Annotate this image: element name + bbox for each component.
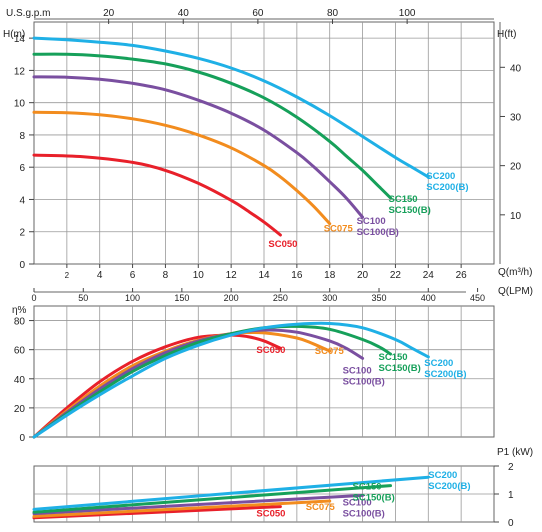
y-tick-label: 8 xyxy=(19,131,25,142)
curve-label-sc150: SC150(B) xyxy=(353,493,395,504)
curve-label-sc150: SC150(B) xyxy=(389,205,431,216)
x-tick-label: 4 xyxy=(97,270,103,281)
lpm-tick-label: 400 xyxy=(421,293,436,303)
lpm-tick-label: 350 xyxy=(371,293,386,303)
curve-label-sc200: SC200(B) xyxy=(426,182,468,193)
curve-label-sc100: SC100(B) xyxy=(343,508,385,519)
curve-label-sc075: SC075 xyxy=(315,346,345,357)
x-tick-label: 6 xyxy=(130,270,136,281)
curve-sc100 xyxy=(32,493,365,516)
x-tick-label: 26 xyxy=(456,270,468,281)
curve-label-sc100: SC100(B) xyxy=(343,376,385,387)
y-tick-label: 2 xyxy=(19,228,25,239)
y-tick-label: 40 xyxy=(14,375,26,386)
curve-label-sc200: SC200 xyxy=(428,470,457,481)
top-axis-tick-label: 40 xyxy=(178,8,190,19)
curve-sc075 xyxy=(32,499,332,518)
y-tick-label: 20 xyxy=(14,404,26,415)
curve-label-sc050: SC050 xyxy=(256,509,285,520)
curve-label-sc100: SC100 xyxy=(343,497,372,508)
x-tick-label: 14 xyxy=(258,270,270,281)
curve-label-sc075: SC075 xyxy=(324,224,354,235)
x-axis-label-lpm: Q(LPM) xyxy=(498,286,533,297)
curve-sc050 xyxy=(32,505,282,520)
y-axis-label: H(m) xyxy=(3,29,25,40)
y-tick-label: 14 xyxy=(14,34,26,45)
y-axis-label: η% xyxy=(12,305,27,316)
x-tick-label: 8 xyxy=(163,270,169,281)
top-axis-tick-label: 20 xyxy=(103,8,115,19)
ft-tick-label: 40 xyxy=(510,63,522,74)
curve-sc075 xyxy=(32,110,332,226)
y-tick-label: 60 xyxy=(14,346,26,357)
curve-sc100 xyxy=(32,75,365,219)
ft-tick-label: 30 xyxy=(510,112,522,123)
y-tick-label: 12 xyxy=(14,66,26,77)
curve-sc150 xyxy=(32,52,392,200)
curve-label-sc200: SC200(B) xyxy=(424,369,466,380)
curve-label-sc200: SC200 xyxy=(426,171,455,182)
y-tick-label: 0 xyxy=(19,260,25,271)
lpm-tick-label: 450 xyxy=(470,293,485,303)
ft-axis-label: H(ft) xyxy=(497,29,516,40)
y-tick-label: 4 xyxy=(19,195,25,206)
lpm-tick-label: 150 xyxy=(174,293,189,303)
x-tick-label: 18 xyxy=(324,270,336,281)
y-tick-label: 80 xyxy=(14,317,26,328)
x-tick-label: 16 xyxy=(291,270,303,281)
lpm-tick-label: 200 xyxy=(224,293,239,303)
top-axis-tick-label: 80 xyxy=(327,8,339,19)
x-tick-label: 24 xyxy=(423,270,435,281)
curve-label-sc200: SC200(B) xyxy=(428,481,470,492)
lpm-tick-label: 250 xyxy=(273,293,288,303)
curve-label-sc100: SC100(B) xyxy=(357,227,399,238)
curve-label-sc050: SC050 xyxy=(268,239,297,250)
top-axis-tick-label: 60 xyxy=(252,8,264,19)
curve-label-sc050: SC050 xyxy=(256,345,285,356)
p1-axis-label: P1 (kW) xyxy=(497,447,533,458)
p1-tick-label: 2 xyxy=(508,462,514,473)
lpm-tick-label: 0 xyxy=(31,293,36,303)
p1-tick-label: 0 xyxy=(508,518,514,529)
y-tick-label: 6 xyxy=(19,163,25,174)
curve-label-sc150: SC150(B) xyxy=(379,363,421,374)
x-axis-label-q: Q(m³/h) xyxy=(498,267,532,278)
curve-label-sc200: SC200 xyxy=(424,358,453,369)
curve-sc050 xyxy=(32,333,282,439)
x-tick-label: 22 xyxy=(390,270,402,281)
top-axis-label: U.S.g.p.m xyxy=(6,8,50,19)
lpm-tick-label: 300 xyxy=(322,293,337,303)
curve-sc200 xyxy=(32,36,430,179)
curve-label-sc150: SC150 xyxy=(353,482,382,493)
ft-tick-label: 20 xyxy=(510,162,522,173)
y-tick-label: 0 xyxy=(19,433,25,444)
lpm-tick-label: 100 xyxy=(125,293,140,303)
p1-tick-label: 1 xyxy=(508,490,514,501)
lpm-tick-label: 50 xyxy=(78,293,88,303)
x-tick-label: 10 xyxy=(193,270,205,281)
top-axis-tick-label: 100 xyxy=(399,8,416,19)
curve-label-sc075: SC075 xyxy=(306,502,336,513)
curve-sc150 xyxy=(32,484,392,514)
curve-label-sc100: SC100 xyxy=(357,216,386,227)
curve-label-sc150: SC150 xyxy=(389,194,418,205)
curve-label-sc100: SC100 xyxy=(343,365,372,376)
x-tick-label: 20 xyxy=(357,270,369,281)
curve-sc200 xyxy=(32,321,430,439)
x-tick-label: 12 xyxy=(226,270,238,281)
curve-sc200 xyxy=(32,475,430,511)
y-tick-label: 10 xyxy=(14,99,26,110)
curve-label-sc150: SC150 xyxy=(379,352,408,363)
x-tick-label: 2 xyxy=(65,271,70,280)
curve-sc050 xyxy=(32,153,282,237)
ft-tick-label: 10 xyxy=(510,211,522,222)
